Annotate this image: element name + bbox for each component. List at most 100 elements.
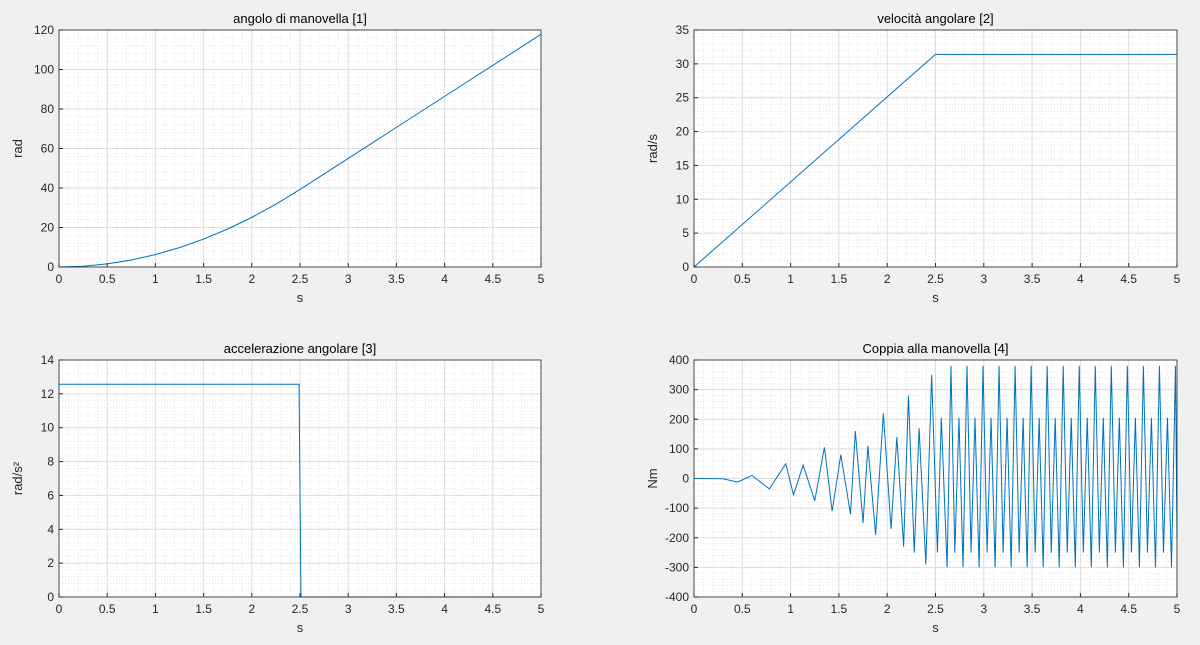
y-tick-label: 200: [669, 412, 689, 426]
y-tick-label: 8: [47, 455, 54, 469]
x-tick-label: 1.5: [831, 602, 848, 616]
axes-box: [693, 29, 1178, 268]
x-tick-label: 4: [441, 602, 448, 616]
y-tick-label: 35: [676, 23, 690, 37]
x-tick-label: 5: [538, 602, 545, 616]
data-line: [693, 365, 1178, 568]
x-tick-label: 5: [1174, 602, 1181, 616]
x-tick-label: 3: [345, 272, 352, 286]
y-tick-label: -300: [665, 560, 689, 574]
axes: 0 0.5 1 1.5 2 2.5 3 3.5 4 4.5 5 -400 -300 -200 -100 0 10…: [645, 341, 1181, 635]
chart-title: velocità angolare [2]: [877, 11, 993, 26]
y-tick-label: -100: [665, 501, 689, 515]
x-tick-label: 2: [884, 272, 891, 286]
x-axis-label: s: [297, 290, 304, 305]
y-tick-label: 0: [47, 260, 54, 274]
y-axis-label: rad: [10, 139, 25, 158]
x-tick-label: 3.5: [1024, 602, 1041, 616]
y-tick-label: 0: [47, 590, 54, 604]
x-tick-label: 0.5: [99, 602, 116, 616]
y-tick-label: 0: [682, 260, 689, 274]
axes-box: [58, 359, 542, 598]
x-tick-label: 3: [980, 602, 987, 616]
x-tick-label: 1.5: [831, 272, 848, 286]
y-tick-label: -400: [665, 590, 689, 604]
x-tick-label: 1.5: [195, 272, 212, 286]
x-tick-label: 2: [884, 602, 891, 616]
chart-title: accelerazione angolare [3]: [224, 341, 377, 356]
x-tick-label: 2: [248, 602, 255, 616]
y-tick-label: 40: [41, 181, 55, 195]
x-tick-label: 4.5: [1120, 602, 1137, 616]
y-tick-label: 4: [47, 522, 54, 536]
axes: 0 0.5 1 1.5 2 2.5 3 3.5 4 4.5 5 0 5 10 15 20 25 30 35 veloc…: [645, 11, 1181, 305]
x-tick-label: 0.5: [734, 602, 751, 616]
x-tick-label: 0: [56, 602, 63, 616]
y-tick-label: 6: [47, 488, 54, 502]
y-tick-label: 10: [41, 421, 55, 435]
y-tick-label: 120: [34, 23, 54, 37]
y-tick-label: 20: [676, 125, 690, 139]
x-tick-label: 3: [345, 602, 352, 616]
x-tick-label: 2.5: [927, 602, 944, 616]
x-tick-label: 4.5: [484, 602, 501, 616]
y-tick-label: 2: [47, 556, 54, 570]
x-tick-label: 2.5: [292, 602, 309, 616]
x-tick-label: 0: [56, 272, 63, 286]
y-tick-label: 5: [682, 226, 689, 240]
x-tick-label: 4.5: [1120, 272, 1137, 286]
x-tick-label: 3.5: [388, 272, 405, 286]
data-line: [58, 33, 542, 268]
chart-title: Coppia alla manovella [4]: [863, 341, 1009, 356]
y-tick-label: 0: [682, 472, 689, 486]
x-tick-label: 0.5: [99, 272, 116, 286]
x-tick-label: 4.5: [484, 272, 501, 286]
y-axis-label: rad/s: [645, 134, 660, 163]
y-tick-label: 20: [41, 221, 55, 235]
x-tick-label: 5: [538, 272, 545, 286]
y-tick-label: 100: [34, 63, 54, 77]
y-tick-label: -200: [665, 531, 689, 545]
x-tick-label: 2.5: [292, 272, 309, 286]
y-tick-label: 25: [676, 91, 690, 105]
axes: 0 0.5 1 1.5 2 2.5 3 3.5 4 4.5 5 0 2 4 6 8 10 12 14 accelera…: [10, 341, 545, 635]
x-tick-label: 5: [1174, 272, 1181, 286]
y-tick-label: 400: [669, 353, 689, 367]
y-tick-label: 100: [669, 442, 689, 456]
x-tick-label: 1: [787, 602, 794, 616]
y-tick-label: 80: [41, 102, 55, 116]
x-tick-label: 2: [248, 272, 255, 286]
y-tick-label: 14: [41, 353, 55, 367]
x-tick-label: 3.5: [1024, 272, 1041, 286]
axes-box: [693, 359, 1178, 598]
x-axis-label: s: [932, 290, 939, 305]
x-tick-label: 2.5: [927, 272, 944, 286]
x-axis-label: s: [932, 620, 939, 635]
x-axis-label: s: [297, 620, 304, 635]
y-axis-label: rad/s²: [10, 461, 25, 495]
x-tick-label: 0: [691, 602, 698, 616]
chart-title: angolo di manovella [1]: [233, 11, 367, 26]
x-tick-label: 1: [152, 602, 159, 616]
x-tick-label: 4: [1077, 602, 1084, 616]
x-tick-label: 3: [980, 272, 987, 286]
y-tick-label: 15: [676, 158, 690, 172]
y-tick-label: 10: [676, 192, 690, 206]
x-tick-label: 1: [787, 272, 794, 286]
y-tick-label: 12: [41, 387, 55, 401]
x-tick-label: 1: [152, 272, 159, 286]
axes: 0 0.5 1 1.5 2 2.5 3 3.5 4 4.5 5 0 20 40 60 80 100 120 ango…: [10, 11, 545, 305]
data-line: [693, 53, 1177, 268]
y-tick-label: 60: [41, 142, 55, 156]
x-tick-label: 3.5: [388, 602, 405, 616]
y-tick-label: 30: [676, 57, 690, 71]
x-tick-label: 0: [691, 272, 698, 286]
x-tick-label: 0.5: [734, 272, 751, 286]
x-tick-label: 4: [1077, 272, 1084, 286]
x-tick-label: 4: [441, 272, 448, 286]
x-tick-label: 1.5: [195, 602, 212, 616]
y-axis-label: Nm: [645, 468, 660, 488]
y-tick-label: 300: [669, 383, 689, 397]
